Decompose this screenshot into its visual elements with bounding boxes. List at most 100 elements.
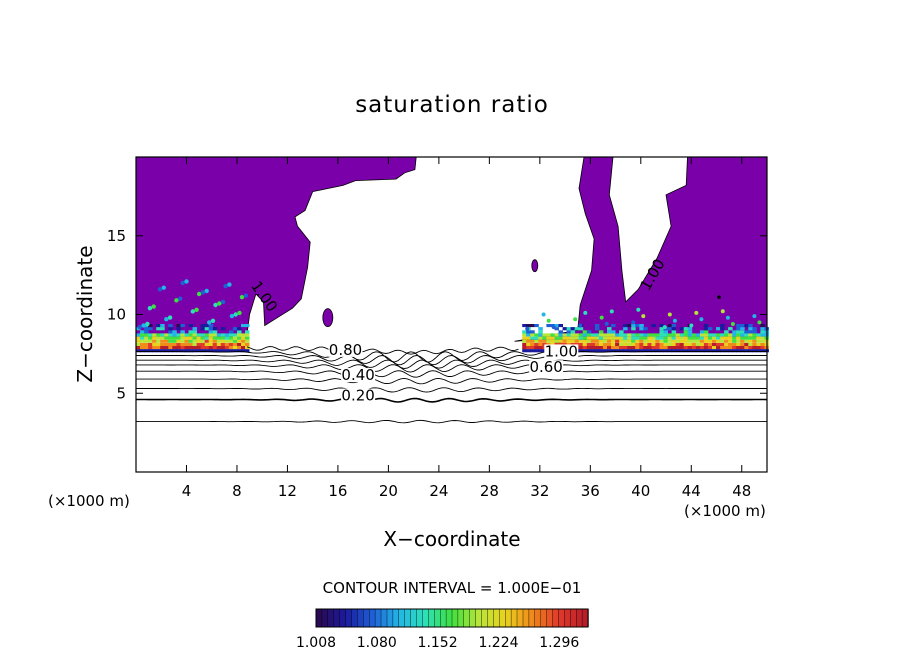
saturation-cell xyxy=(716,339,721,343)
saturation-cell xyxy=(728,349,733,353)
saturation-cell xyxy=(220,342,226,346)
saturation-cell xyxy=(558,333,563,337)
saturation-cell xyxy=(534,324,539,328)
saturation-cell xyxy=(695,339,701,343)
saturation-cell xyxy=(546,336,551,340)
saturation-cell xyxy=(232,349,238,353)
saturation-cell xyxy=(748,336,753,340)
saturation-cell xyxy=(607,333,612,337)
saturation-cell xyxy=(663,333,668,337)
saturation-cell xyxy=(168,333,173,337)
saturation-cell xyxy=(554,324,559,328)
colorbar: 1.008 1.080 1.152 1.224 1.296 xyxy=(296,608,589,651)
saturation-cell xyxy=(740,346,745,350)
saturation-cell xyxy=(534,333,539,337)
saturation-cell xyxy=(756,349,761,353)
saturation-cell xyxy=(144,346,149,350)
saturation-cell xyxy=(663,342,668,346)
saturation-cell xyxy=(655,342,660,346)
saturation-cell xyxy=(623,346,628,350)
saturation-cell xyxy=(136,336,141,340)
x-tick-label: 28 xyxy=(480,482,499,500)
saturation-cell xyxy=(140,330,145,334)
contour-label: 1.00 xyxy=(545,342,578,360)
saturation-cell xyxy=(659,342,664,346)
saturation-cell xyxy=(671,336,677,340)
saturation-cell xyxy=(522,342,527,346)
saturation-cell xyxy=(194,307,199,312)
saturation-cell xyxy=(168,349,173,353)
saturation-cell xyxy=(699,330,705,334)
saturation-cell xyxy=(635,339,640,343)
saturation-cell xyxy=(659,336,664,340)
saturation-cell xyxy=(200,346,206,350)
saturation-cell xyxy=(168,324,173,328)
saturation-cell xyxy=(627,333,632,337)
saturation-cell xyxy=(691,349,697,353)
saturation-cell xyxy=(712,349,717,353)
saturation-cell xyxy=(611,330,616,334)
saturation-cell xyxy=(683,339,689,343)
saturation-cell xyxy=(647,342,652,346)
contour-lines xyxy=(136,346,768,424)
colorbar-swatch xyxy=(386,608,394,628)
saturation-cell xyxy=(140,336,145,340)
saturation-cell xyxy=(671,346,677,350)
saturation-cell xyxy=(703,346,709,350)
saturation-cell xyxy=(232,327,238,331)
saturation-cell xyxy=(639,336,644,340)
saturation-cell xyxy=(160,333,165,337)
saturation-cell xyxy=(148,336,153,340)
saturation-cell xyxy=(196,342,202,346)
saturation-cell xyxy=(176,342,181,346)
saturation-cell xyxy=(164,349,169,353)
contour-line xyxy=(136,364,767,373)
saturation-cell xyxy=(707,342,713,346)
saturation-cell xyxy=(615,349,620,353)
saturation-cell xyxy=(228,330,234,334)
saturation-cell xyxy=(208,324,214,328)
saturation-cell xyxy=(611,324,616,328)
saturation-cell xyxy=(659,324,664,328)
colorbar-swatch xyxy=(546,608,554,628)
saturation-cell xyxy=(538,339,543,343)
contour-line xyxy=(136,359,767,369)
saturation-cell xyxy=(736,324,741,328)
saturation-cell xyxy=(699,349,705,353)
saturation-cell xyxy=(748,324,753,328)
saturation-cell xyxy=(176,324,181,328)
saturation-cell xyxy=(689,323,694,328)
saturation-cell xyxy=(724,330,729,334)
saturation-cell xyxy=(526,339,531,343)
saturation-cell xyxy=(598,342,604,346)
saturation-cell xyxy=(168,327,173,331)
saturation-cell xyxy=(586,330,592,334)
saturation-cell xyxy=(176,346,181,350)
saturation-cell xyxy=(586,336,592,340)
colorbar-swatch xyxy=(487,608,495,628)
saturation-cell xyxy=(200,290,206,295)
saturation-cell xyxy=(156,342,161,346)
x-axis-label: X−coordinate xyxy=(383,527,520,551)
saturation-cell xyxy=(744,330,749,334)
saturation-cell xyxy=(728,327,733,331)
saturation-field xyxy=(135,156,769,353)
saturation-cell xyxy=(172,342,177,346)
saturation-cell xyxy=(716,333,721,337)
saturation-cell xyxy=(760,330,765,334)
saturation-cell xyxy=(164,342,169,346)
saturation-cell xyxy=(699,336,705,340)
saturation-cell xyxy=(699,342,705,346)
supersat-region xyxy=(717,295,721,299)
contour-line xyxy=(136,397,768,403)
saturation-cell xyxy=(208,336,214,340)
saturation-cell xyxy=(530,330,535,334)
saturation-cell xyxy=(683,330,689,334)
saturation-cell xyxy=(229,313,235,319)
colorbar-swatch xyxy=(576,608,583,628)
saturation-cell xyxy=(554,327,559,331)
saturation-cell xyxy=(192,339,197,343)
saturation-cell xyxy=(623,339,628,343)
saturation-cell xyxy=(671,333,677,337)
saturation-cell xyxy=(144,342,149,346)
